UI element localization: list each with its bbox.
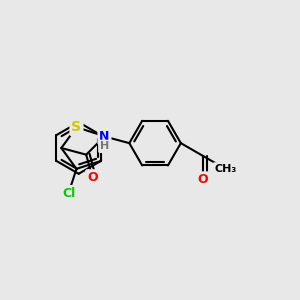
Text: O: O xyxy=(198,173,208,186)
Text: N: N xyxy=(99,130,110,143)
Text: H: H xyxy=(100,141,109,152)
Text: Cl: Cl xyxy=(62,187,75,200)
Text: S: S xyxy=(71,120,82,134)
Text: CH₃: CH₃ xyxy=(214,164,237,174)
Text: O: O xyxy=(87,171,98,184)
